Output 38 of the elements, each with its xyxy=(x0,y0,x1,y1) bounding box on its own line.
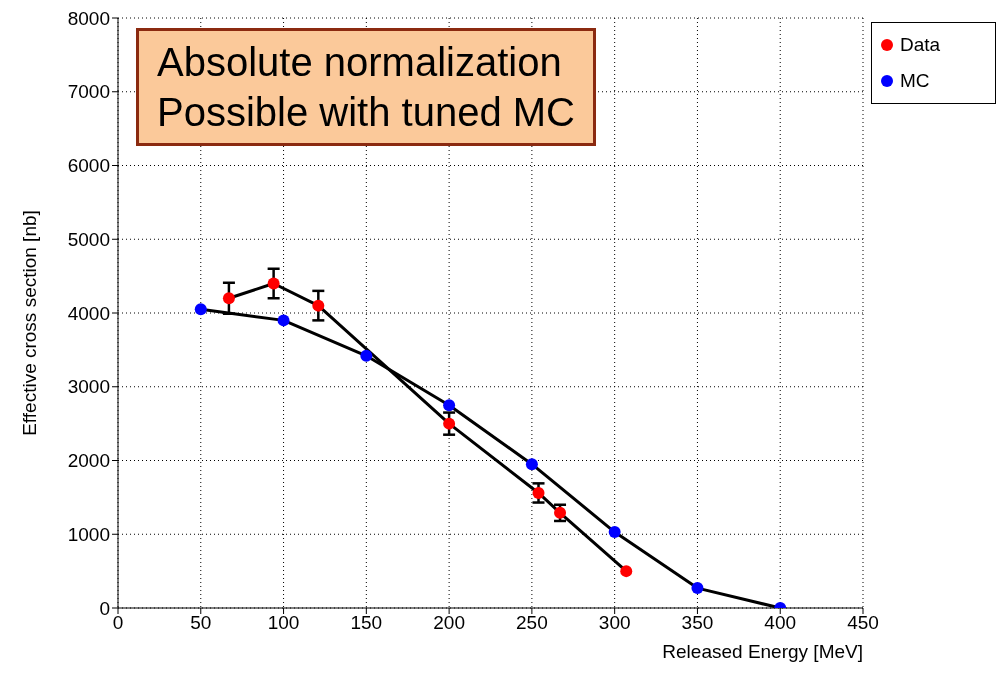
y-tick-label: 2000 xyxy=(67,450,110,472)
x-axis-title: Released Energy [MeV] xyxy=(662,641,863,662)
point xyxy=(267,277,280,290)
y-tick-label: 4000 xyxy=(67,302,110,324)
y-axis-title: Effective cross section [nb] xyxy=(19,210,41,436)
x-tick-label: 200 xyxy=(433,612,465,634)
y-tick-label: 7000 xyxy=(67,81,110,103)
point xyxy=(532,486,545,499)
point xyxy=(525,458,538,471)
y-tick-label: 0 xyxy=(99,597,110,619)
x-tick-label: 100 xyxy=(267,612,300,634)
x-tick-label: 50 xyxy=(190,612,212,634)
x-tick-label: 450 xyxy=(847,612,879,634)
point xyxy=(360,349,373,362)
x-tick-label: 300 xyxy=(598,612,631,634)
point xyxy=(691,582,704,595)
point xyxy=(194,303,207,316)
x-tick-label: 350 xyxy=(681,612,714,634)
point xyxy=(443,399,456,412)
point xyxy=(608,526,621,539)
y-tick-label: 3000 xyxy=(67,376,110,398)
annotation: Absolute normalization Possible with tuned MC xyxy=(136,28,596,146)
y-tick-label: 5000 xyxy=(67,228,110,250)
x-tick-label: 400 xyxy=(764,612,797,634)
point xyxy=(443,417,456,430)
point xyxy=(312,299,325,312)
point xyxy=(277,314,290,327)
point xyxy=(222,292,235,305)
y-tick-label: 8000 xyxy=(67,7,110,29)
point xyxy=(554,506,567,519)
legend-label: MC xyxy=(900,70,930,92)
point xyxy=(620,565,633,578)
legend-label: Data xyxy=(900,34,941,56)
y-tick-label: 6000 xyxy=(67,155,110,177)
x-tick-label: 150 xyxy=(350,612,383,634)
y-tick-label: 1000 xyxy=(67,523,110,545)
x-tick-label: 0 xyxy=(112,612,124,634)
x-tick-label: 250 xyxy=(516,612,548,634)
